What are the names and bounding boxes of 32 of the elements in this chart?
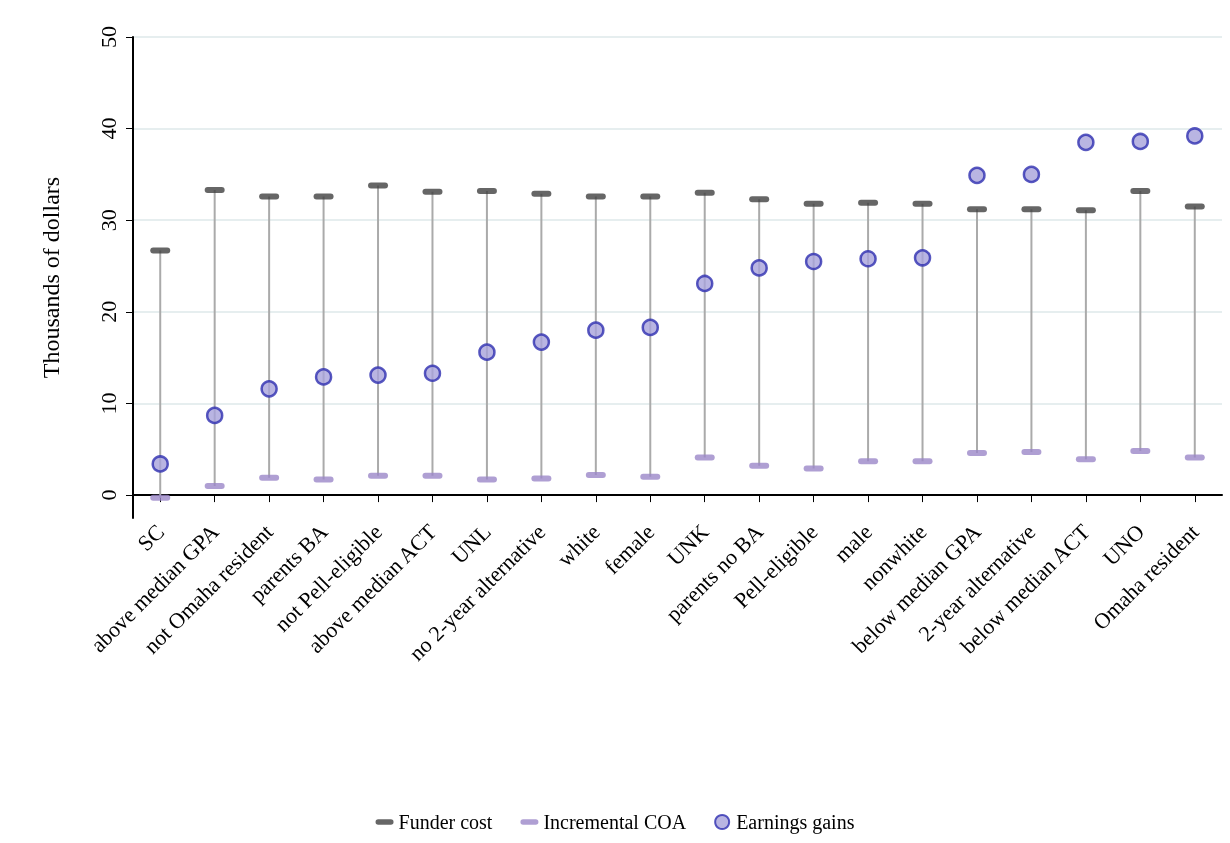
point <box>695 274 714 293</box>
x-tick-label: SC <box>132 519 170 556</box>
y-tick-label: 10 <box>95 392 121 415</box>
y-tick-label: 0 <box>95 489 121 501</box>
point <box>1131 132 1150 151</box>
point <box>750 259 768 277</box>
y-tick-label: 20 <box>95 300 121 323</box>
point <box>314 368 333 386</box>
point <box>423 364 442 382</box>
point <box>641 318 660 337</box>
point <box>913 249 932 267</box>
point <box>1077 133 1095 152</box>
point <box>1022 165 1041 184</box>
point <box>205 406 224 425</box>
point <box>532 333 551 351</box>
legend-label: Funder cost <box>398 811 493 833</box>
y-tick-label: 40 <box>95 117 121 140</box>
x-tick-label: white <box>552 519 605 572</box>
legend-label: Earnings gains <box>736 811 855 834</box>
y-axis-title: Thousands of dollars <box>38 176 64 379</box>
point <box>260 380 278 398</box>
point <box>587 321 605 339</box>
point <box>804 252 823 271</box>
point <box>478 343 496 361</box>
y-tick-label: 30 <box>95 209 121 232</box>
point <box>369 366 387 384</box>
legend-label: Incremental COA <box>543 811 687 833</box>
point <box>968 166 986 185</box>
point <box>859 249 877 268</box>
y-tick-label: 50 <box>95 26 121 48</box>
point <box>1186 127 1204 145</box>
point <box>151 455 169 473</box>
